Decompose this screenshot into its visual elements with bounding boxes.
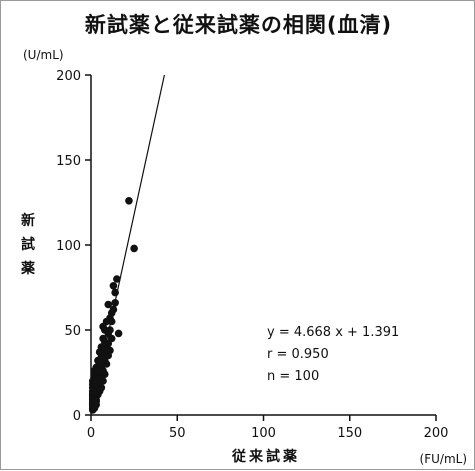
y-tick-label: 100	[56, 239, 81, 254]
x-tick-label: 50	[169, 426, 186, 441]
stat-label: y = 4.668 x + 1.391	[267, 325, 399, 340]
stat-label: r = 0.950	[267, 347, 329, 362]
data-point	[114, 329, 123, 338]
y-tick-label: 50	[64, 324, 81, 339]
x-tick-label: 200	[424, 426, 449, 441]
data-point	[109, 305, 118, 314]
data-point	[101, 346, 109, 355]
data-point	[99, 353, 107, 362]
data-point	[107, 317, 116, 326]
data-point	[94, 375, 102, 384]
data-point	[106, 326, 114, 334]
x-axis-title: 従来試薬	[231, 448, 300, 465]
y-tick-label: 150	[56, 154, 81, 169]
y-unit-label: (U/mL)	[23, 48, 64, 62]
data-point	[130, 244, 138, 253]
y-tick-label: 0	[73, 409, 81, 424]
data-point	[111, 288, 119, 297]
y-axis-title: 新試薬	[21, 212, 35, 277]
data-point	[125, 197, 133, 205]
x-tick-label: 0	[87, 426, 95, 441]
data-point	[111, 299, 119, 307]
data-point	[104, 339, 113, 348]
chart-title: 新試薬と従来試薬の相関(血清)	[84, 13, 393, 37]
stat-label: n = 100	[267, 369, 319, 384]
x-tick-label: 100	[251, 426, 276, 441]
data-point	[95, 367, 104, 375]
data-point	[109, 282, 118, 290]
x-tick-label: 150	[337, 426, 362, 441]
data-point	[90, 404, 99, 413]
x-unit-label: (FU/mL)	[420, 452, 467, 466]
data-point	[113, 275, 121, 283]
y-tick-label: 200	[56, 69, 81, 84]
data-point	[104, 300, 113, 309]
